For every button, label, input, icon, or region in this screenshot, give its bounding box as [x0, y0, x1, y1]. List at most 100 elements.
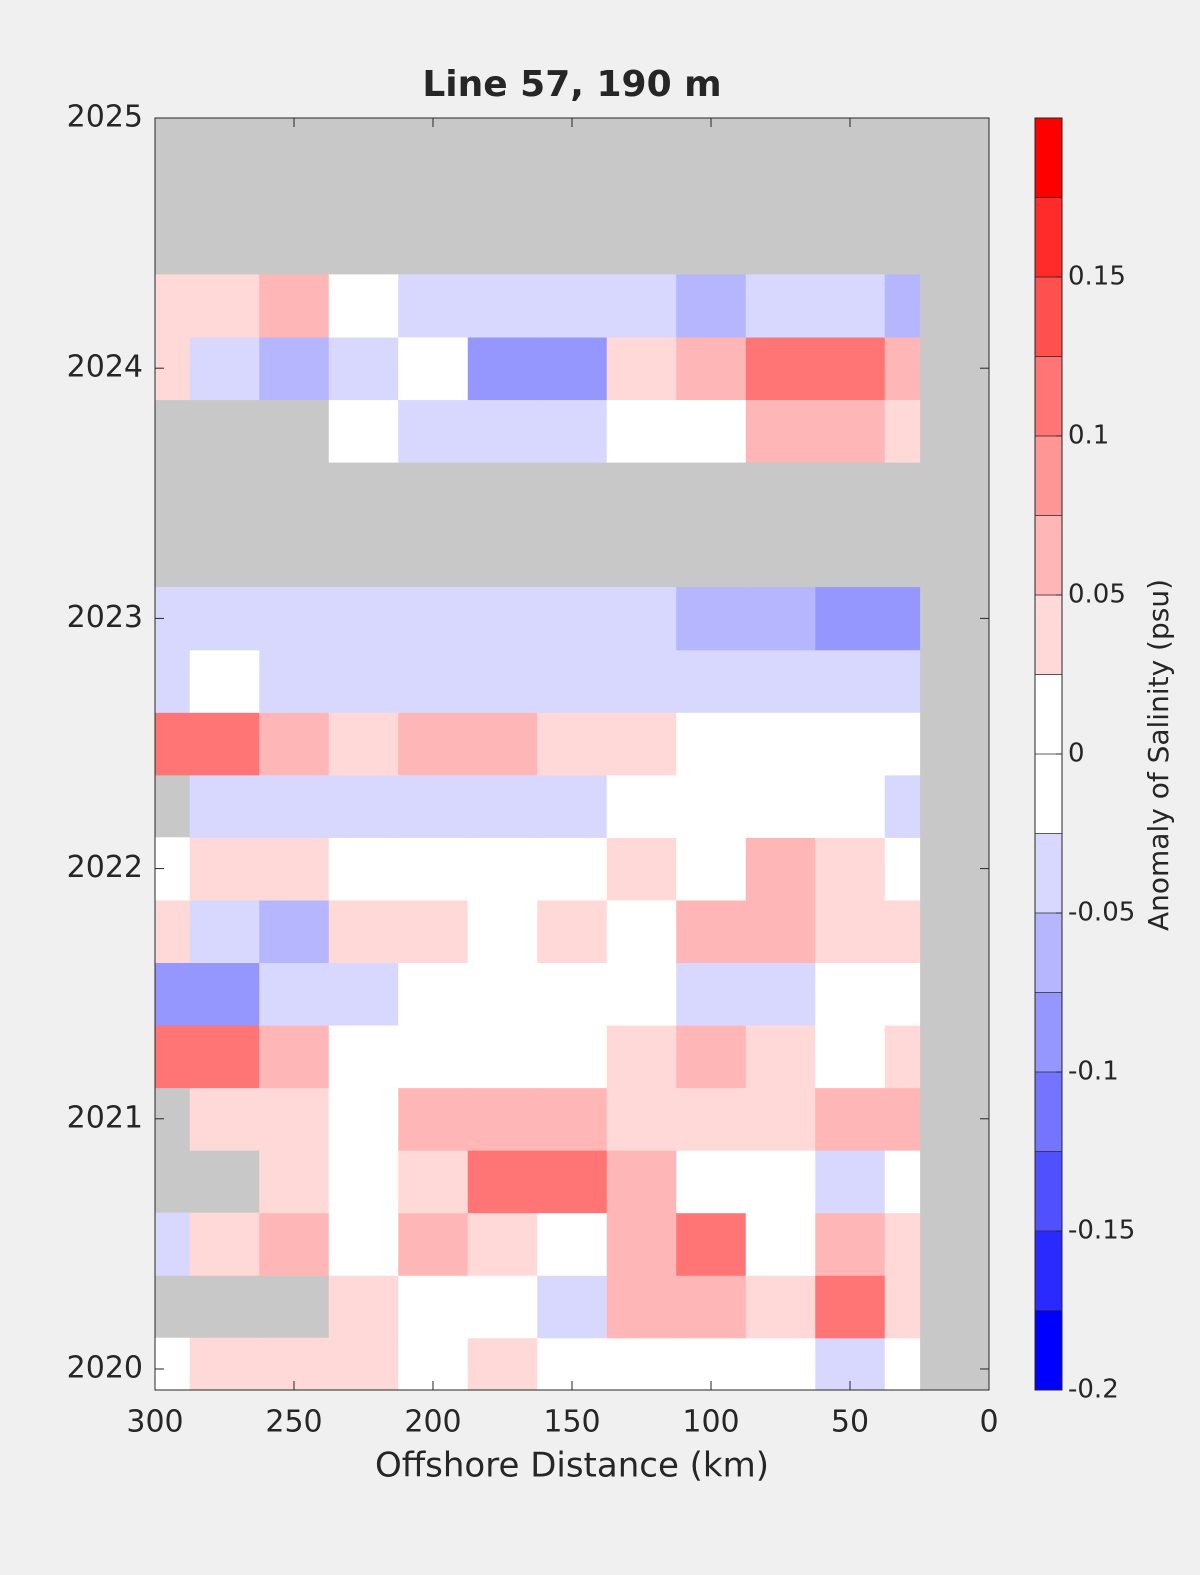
cell — [467, 962, 538, 1026]
colorbar-tick-label: -0.1 — [1068, 1057, 1119, 1087]
cell — [259, 1337, 330, 1390]
cell — [815, 837, 886, 901]
cell — [328, 399, 399, 463]
cell — [398, 774, 469, 838]
cell — [189, 1024, 260, 1089]
cell — [606, 399, 677, 463]
cell — [606, 1150, 677, 1214]
cell — [676, 712, 747, 776]
cell — [467, 899, 538, 964]
cell — [328, 712, 399, 776]
cell — [745, 712, 816, 776]
cell — [676, 1024, 747, 1089]
cell — [606, 1087, 677, 1151]
cell — [328, 1275, 399, 1339]
colorbar-band — [1035, 118, 1062, 198]
cell — [398, 336, 469, 401]
cell — [815, 399, 886, 463]
cell — [155, 1024, 191, 1089]
cell — [745, 274, 816, 338]
cell — [745, 774, 816, 838]
cell — [398, 962, 469, 1026]
cell — [328, 336, 399, 401]
cell — [189, 587, 260, 651]
cell — [745, 1212, 816, 1276]
cell — [676, 1337, 747, 1390]
cell — [606, 774, 677, 838]
colorbar-band — [1035, 1310, 1062, 1391]
cell — [537, 712, 608, 776]
cell — [259, 899, 330, 964]
cell — [328, 274, 399, 338]
cell — [815, 1087, 886, 1151]
colorbar-tick-label: 0.15 — [1068, 262, 1126, 292]
cell — [259, 1087, 330, 1151]
y-tick-label: 2021 — [67, 1100, 143, 1135]
colorbar-band — [1035, 674, 1062, 755]
cell — [259, 1150, 330, 1214]
cell — [606, 649, 677, 713]
colorbar-band — [1035, 1151, 1062, 1232]
cell — [537, 1337, 608, 1390]
colorbar-band — [1035, 356, 1062, 437]
cell — [537, 587, 608, 651]
cell — [328, 962, 399, 1026]
cell — [155, 649, 191, 713]
colorbar-band — [1035, 277, 1062, 357]
cell — [676, 399, 747, 463]
cell — [745, 399, 816, 463]
cell — [676, 1212, 747, 1276]
cell — [467, 1150, 538, 1214]
cell — [537, 399, 608, 463]
y-tick-label: 2025 — [67, 100, 143, 135]
colorbar-tick-label: 0 — [1068, 739, 1085, 769]
cell — [259, 649, 330, 713]
cell — [884, 1275, 921, 1339]
cell — [467, 1337, 538, 1390]
cell — [676, 274, 747, 338]
cell — [606, 899, 677, 964]
cell — [537, 774, 608, 838]
x-tick-label: 50 — [831, 1405, 869, 1440]
cell — [815, 336, 886, 401]
cell — [467, 399, 538, 463]
cell — [884, 1024, 921, 1089]
x-tick-label: 250 — [265, 1405, 322, 1440]
cell — [676, 587, 747, 651]
cell — [537, 1150, 608, 1214]
cell — [815, 774, 886, 838]
cell — [745, 899, 816, 964]
cell — [328, 774, 399, 838]
cell — [884, 1212, 921, 1276]
cell — [676, 649, 747, 713]
cell — [537, 1024, 608, 1089]
cell — [676, 899, 747, 964]
cell — [155, 274, 191, 338]
cell — [606, 1275, 677, 1339]
cell — [189, 1087, 260, 1151]
cell — [467, 1275, 538, 1339]
cell — [606, 1212, 677, 1276]
cell — [328, 1024, 399, 1089]
cell — [259, 774, 330, 838]
cell — [259, 587, 330, 651]
cell — [884, 649, 921, 713]
cell — [155, 712, 191, 776]
cell — [398, 399, 469, 463]
cell — [467, 649, 538, 713]
cell — [259, 336, 330, 401]
y-tick-label: 2020 — [67, 1350, 143, 1385]
cell — [676, 837, 747, 901]
cell — [745, 1024, 816, 1089]
colorbar-band — [1035, 1231, 1062, 1311]
cell — [398, 587, 469, 651]
x-axis-label: Offshore Distance (km) — [375, 1446, 769, 1486]
cell — [606, 837, 677, 901]
cell — [537, 274, 608, 338]
cell — [884, 274, 921, 338]
cell — [189, 899, 260, 964]
colorbar-band — [1035, 595, 1062, 675]
cell — [189, 962, 260, 1026]
